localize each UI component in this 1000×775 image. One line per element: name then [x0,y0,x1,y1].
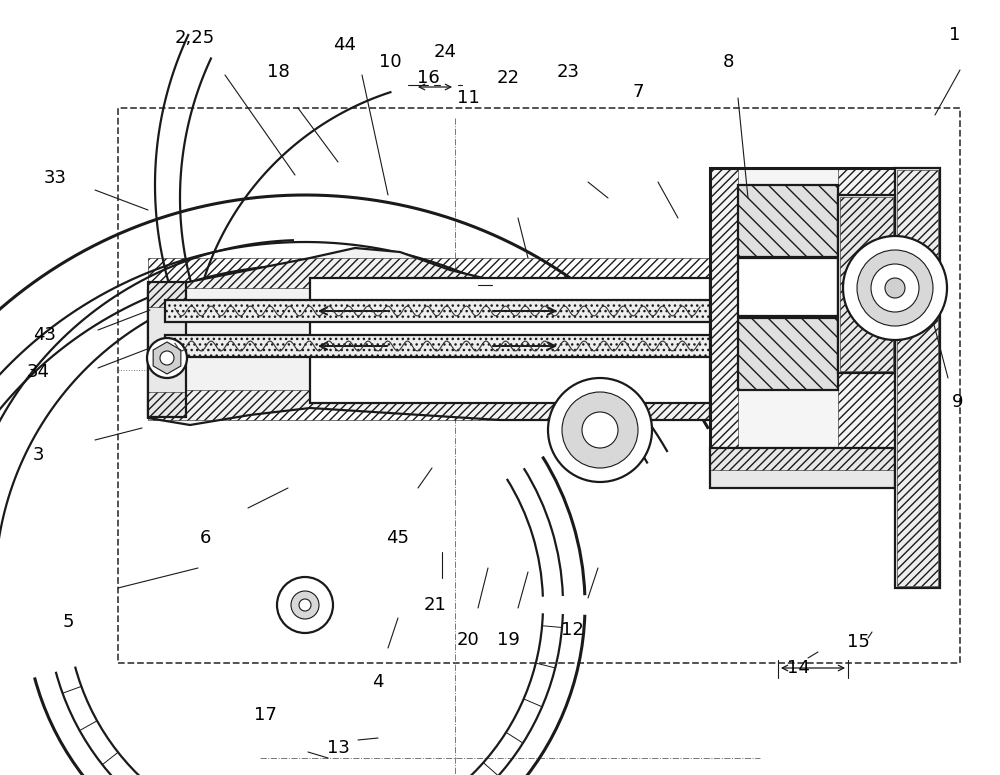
Text: 21: 21 [424,596,446,614]
Bar [895,168,940,588]
Text: 11: 11 [457,89,479,107]
Text: 2,25: 2,25 [175,29,215,47]
Circle shape [147,338,187,378]
Bar [738,318,838,390]
Bar [148,392,186,417]
Bar [710,448,895,470]
Text: 7: 7 [632,83,644,101]
Bar [738,185,838,257]
Text: 1: 1 [949,26,961,44]
Text: 5: 5 [62,613,74,631]
Text: 23: 23 [556,63,580,81]
Circle shape [885,278,905,298]
Text: 8: 8 [722,53,734,71]
Circle shape [562,392,638,468]
Bar [710,168,738,448]
Text: 3: 3 [32,446,44,464]
Text: 17: 17 [254,706,276,724]
Bar [710,168,895,448]
Bar [165,335,710,357]
Text: 24: 24 [434,43,456,61]
Circle shape [843,236,947,340]
Text: 6: 6 [199,529,211,547]
Circle shape [857,250,933,326]
Circle shape [871,264,919,312]
Bar [738,318,838,390]
Bar [838,195,895,373]
Text: 44: 44 [334,36,356,54]
Text: 45: 45 [386,529,410,547]
Text: 13: 13 [327,739,349,757]
Circle shape [299,599,311,611]
Bar [738,258,838,316]
Bar [710,448,895,488]
Circle shape [277,577,333,633]
Bar [165,300,710,322]
Text: 14: 14 [787,659,809,677]
Text: 18: 18 [267,63,289,81]
Text: 34: 34 [26,363,50,381]
Text: 4: 4 [372,673,384,691]
Bar [148,282,186,307]
Text: 9: 9 [952,393,964,411]
Bar [118,108,960,663]
Text: 12: 12 [561,621,583,639]
Bar [310,278,710,403]
Circle shape [582,412,618,448]
Bar [148,258,710,288]
Bar [897,170,938,586]
Bar [148,390,710,420]
Bar [165,300,710,322]
Text: 22: 22 [496,69,520,87]
Circle shape [548,378,652,482]
Bar [738,185,838,257]
Text: 33: 33 [44,169,66,187]
Bar [838,168,895,448]
Circle shape [160,351,174,365]
Bar [165,335,710,357]
Text: 10: 10 [379,53,401,71]
Polygon shape [148,248,710,425]
Text: 20: 20 [457,631,479,649]
Bar [148,282,186,417]
Circle shape [291,591,319,619]
Polygon shape [153,342,181,374]
Text: 16: 16 [417,69,439,87]
Bar [840,197,893,371]
Text: 43: 43 [34,326,56,344]
Text: 19: 19 [497,631,519,649]
Text: 15: 15 [847,633,869,651]
